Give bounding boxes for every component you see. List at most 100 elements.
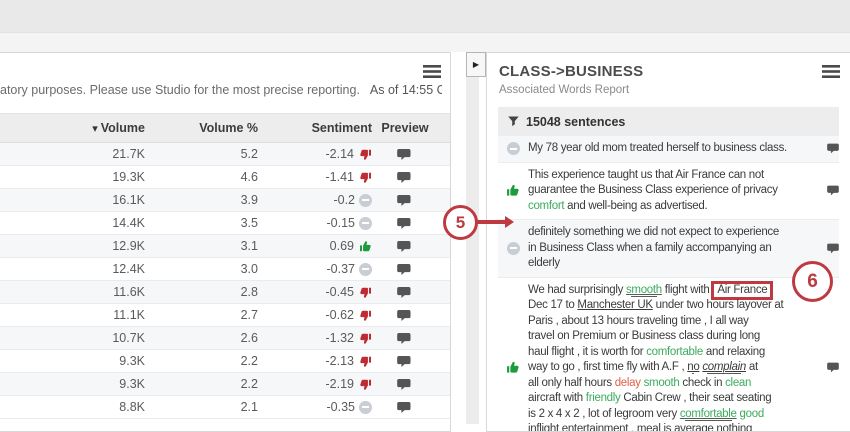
volume-value: 8.8K bbox=[0, 400, 145, 414]
preview-chat-icon[interactable] bbox=[397, 194, 413, 207]
right-panel-header: CLASS->BUSINESS Associated Words Report bbox=[487, 53, 850, 102]
column-header-volume-pct[interactable]: Volume % bbox=[145, 121, 258, 135]
preview-cell bbox=[372, 240, 438, 253]
preview-chat-icon[interactable] bbox=[397, 378, 413, 391]
sentence-segment: This experience taught us that Air Franc… bbox=[528, 169, 764, 181]
sentence-segment: and well-being as advertised. bbox=[564, 200, 707, 212]
sentence-segment: My 78 year old mom treated herself to bu… bbox=[528, 142, 787, 154]
preview-chat-icon[interactable] bbox=[397, 148, 413, 161]
volume-value: 11.1K bbox=[0, 308, 145, 322]
sentiment-cell: -2.13 bbox=[258, 354, 372, 368]
sentence-chat-icon[interactable] bbox=[827, 362, 841, 373]
preview-chat-icon[interactable] bbox=[397, 217, 413, 230]
sentiment-cell: -0.15 bbox=[258, 216, 372, 230]
column-header-volume[interactable]: Volume bbox=[0, 121, 145, 135]
preview-chat-icon[interactable] bbox=[397, 286, 413, 299]
sentiment-cell: -0.35 bbox=[258, 400, 372, 414]
sentiment-value: 0.69 bbox=[330, 239, 354, 253]
sentence-sentiment-cell bbox=[498, 184, 528, 198]
preview-cell bbox=[372, 309, 438, 322]
sentence-segment: in Business Class when a family accompan… bbox=[528, 242, 772, 254]
preview-cell bbox=[372, 217, 438, 230]
volume-pct-value: 2.2 bbox=[145, 377, 258, 391]
annotation-arrow bbox=[477, 220, 505, 224]
sentence-item: definitely something we did not expect t… bbox=[498, 220, 839, 278]
sentence-sentiment-cell bbox=[498, 242, 528, 255]
sentence-chat-icon[interactable] bbox=[827, 243, 841, 254]
preview-chat-icon[interactable] bbox=[397, 240, 413, 253]
sentiment-value: -0.62 bbox=[326, 308, 355, 322]
preview-chat-icon[interactable] bbox=[397, 401, 413, 414]
sentence-item: This experience taught us that Air Franc… bbox=[498, 163, 839, 221]
volume-pct-value: 3.5 bbox=[145, 216, 258, 230]
volume-pct-value: 5.2 bbox=[145, 147, 258, 161]
sentiment-cell: -2.14 bbox=[258, 147, 372, 161]
sentence-segment: comfortable bbox=[680, 408, 737, 420]
sentiment-value: -1.41 bbox=[326, 170, 355, 184]
thumb-down-icon bbox=[358, 147, 372, 161]
sentence-segment: We had surprisingly bbox=[528, 284, 626, 296]
expand-panel-button[interactable] bbox=[466, 52, 486, 77]
column-header-sentiment[interactable]: Sentiment bbox=[258, 121, 372, 135]
volume-value: 9.3K bbox=[0, 354, 145, 368]
left-panel-header: atory purposes. Please use Studio for th… bbox=[0, 53, 450, 113]
sentence-preview-cell bbox=[824, 185, 844, 196]
volume-value: 16.1K bbox=[0, 193, 145, 207]
sentiment-value: -2.19 bbox=[326, 377, 355, 391]
sentiment-value: -1.32 bbox=[326, 331, 355, 345]
sentence-segment: check in bbox=[680, 377, 726, 389]
sentence-segment: clean bbox=[725, 377, 751, 389]
sentence-preview-cell bbox=[824, 243, 844, 254]
column-header-preview: Preview bbox=[372, 121, 438, 135]
neutral-icon bbox=[359, 401, 372, 414]
sentiment-cell: -0.62 bbox=[258, 308, 372, 322]
thumb-down-icon bbox=[358, 308, 372, 322]
preview-chat-icon[interactable] bbox=[397, 263, 413, 276]
sentence-segment: Paris , about 13 hours traveling time , … bbox=[528, 315, 749, 327]
sentence-segment: comfortable bbox=[646, 346, 703, 358]
hamburger-menu-icon[interactable] bbox=[423, 65, 441, 78]
neutral-icon bbox=[359, 194, 372, 207]
preview-cell bbox=[372, 148, 438, 161]
volume-pct-value: 4.6 bbox=[145, 170, 258, 184]
preview-chat-icon[interactable] bbox=[397, 332, 413, 345]
sentence-segment: friendly bbox=[586, 392, 621, 404]
preview-chat-icon[interactable] bbox=[397, 355, 413, 368]
sentiment-cell: -1.41 bbox=[258, 170, 372, 184]
sentence-segment: smooth bbox=[626, 284, 662, 296]
sentiment-value: -2.14 bbox=[326, 147, 355, 161]
hamburger-menu-icon[interactable] bbox=[822, 65, 840, 78]
sentence-segment: smooth bbox=[644, 377, 680, 389]
preview-chat-icon[interactable] bbox=[397, 171, 413, 184]
volume-pct-value: 2.8 bbox=[145, 285, 258, 299]
sentence-chat-icon[interactable] bbox=[827, 185, 841, 196]
sentiment-cell: -0.37 bbox=[258, 262, 372, 276]
neutral-icon bbox=[507, 242, 520, 255]
filter-funnel-icon bbox=[508, 116, 519, 127]
sentence-chat-icon[interactable] bbox=[827, 143, 841, 154]
volume-value: 19.3K bbox=[0, 170, 145, 184]
sentence-segment: no bbox=[687, 361, 699, 373]
preview-chat-icon[interactable] bbox=[397, 309, 413, 322]
volume-pct-value: 3.0 bbox=[145, 262, 258, 276]
sentence-filter-bar[interactable]: 15048 sentences bbox=[498, 107, 839, 136]
sentence-text: My 78 year old mom treated herself to bu… bbox=[528, 141, 824, 157]
sentence-segment: comfort bbox=[528, 200, 564, 212]
secondary-band bbox=[0, 33, 850, 52]
report-subtitle: Associated Words Report bbox=[499, 84, 838, 96]
table-header-row: Volume Volume % Sentiment Preview bbox=[0, 113, 450, 143]
volume-value: 10.7K bbox=[0, 331, 145, 345]
report-title: CLASS->BUSINESS bbox=[499, 63, 838, 80]
